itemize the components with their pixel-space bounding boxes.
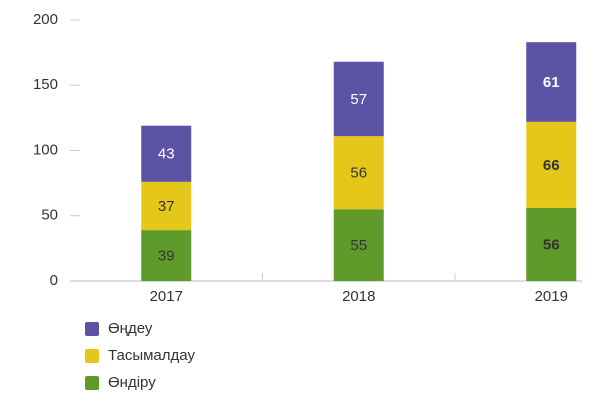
legend-label: Тасымалдау (108, 347, 195, 364)
bar-segment (141, 125, 192, 182)
y-tick-label: 0 (50, 272, 58, 289)
y-tick-label: 150 (33, 76, 58, 93)
y-tick-label: 50 (41, 207, 58, 224)
bar-segment (141, 181, 192, 231)
data-label: 37 (158, 198, 175, 215)
data-label: 55 (350, 237, 367, 254)
bar-segment (333, 136, 384, 210)
bar-segment (141, 230, 192, 281)
bar-segment (526, 207, 577, 281)
x-tick-label: 2018 (342, 288, 375, 305)
legend-swatch (85, 349, 99, 363)
x-tick-label: 2017 (150, 288, 183, 305)
data-label: 56 (543, 236, 560, 253)
legend-swatch (85, 322, 99, 336)
y-tick-label: 100 (33, 141, 58, 158)
data-label: 43 (158, 146, 175, 163)
x-tick-label: 2019 (535, 288, 568, 305)
bar-segment (526, 121, 577, 208)
legend-label: Өңдеу (108, 320, 153, 337)
data-label: 66 (543, 157, 560, 174)
bar-segment (526, 42, 577, 122)
bar-segment (333, 61, 384, 137)
legend-label: Өндіру (108, 374, 156, 391)
y-tick-label: 200 (33, 11, 58, 28)
data-label: 39 (158, 248, 175, 265)
legend-swatch (85, 376, 99, 390)
bar-segment (333, 209, 384, 281)
data-label: 61 (543, 74, 560, 91)
data-label: 57 (350, 91, 367, 108)
data-label: 56 (350, 165, 367, 182)
